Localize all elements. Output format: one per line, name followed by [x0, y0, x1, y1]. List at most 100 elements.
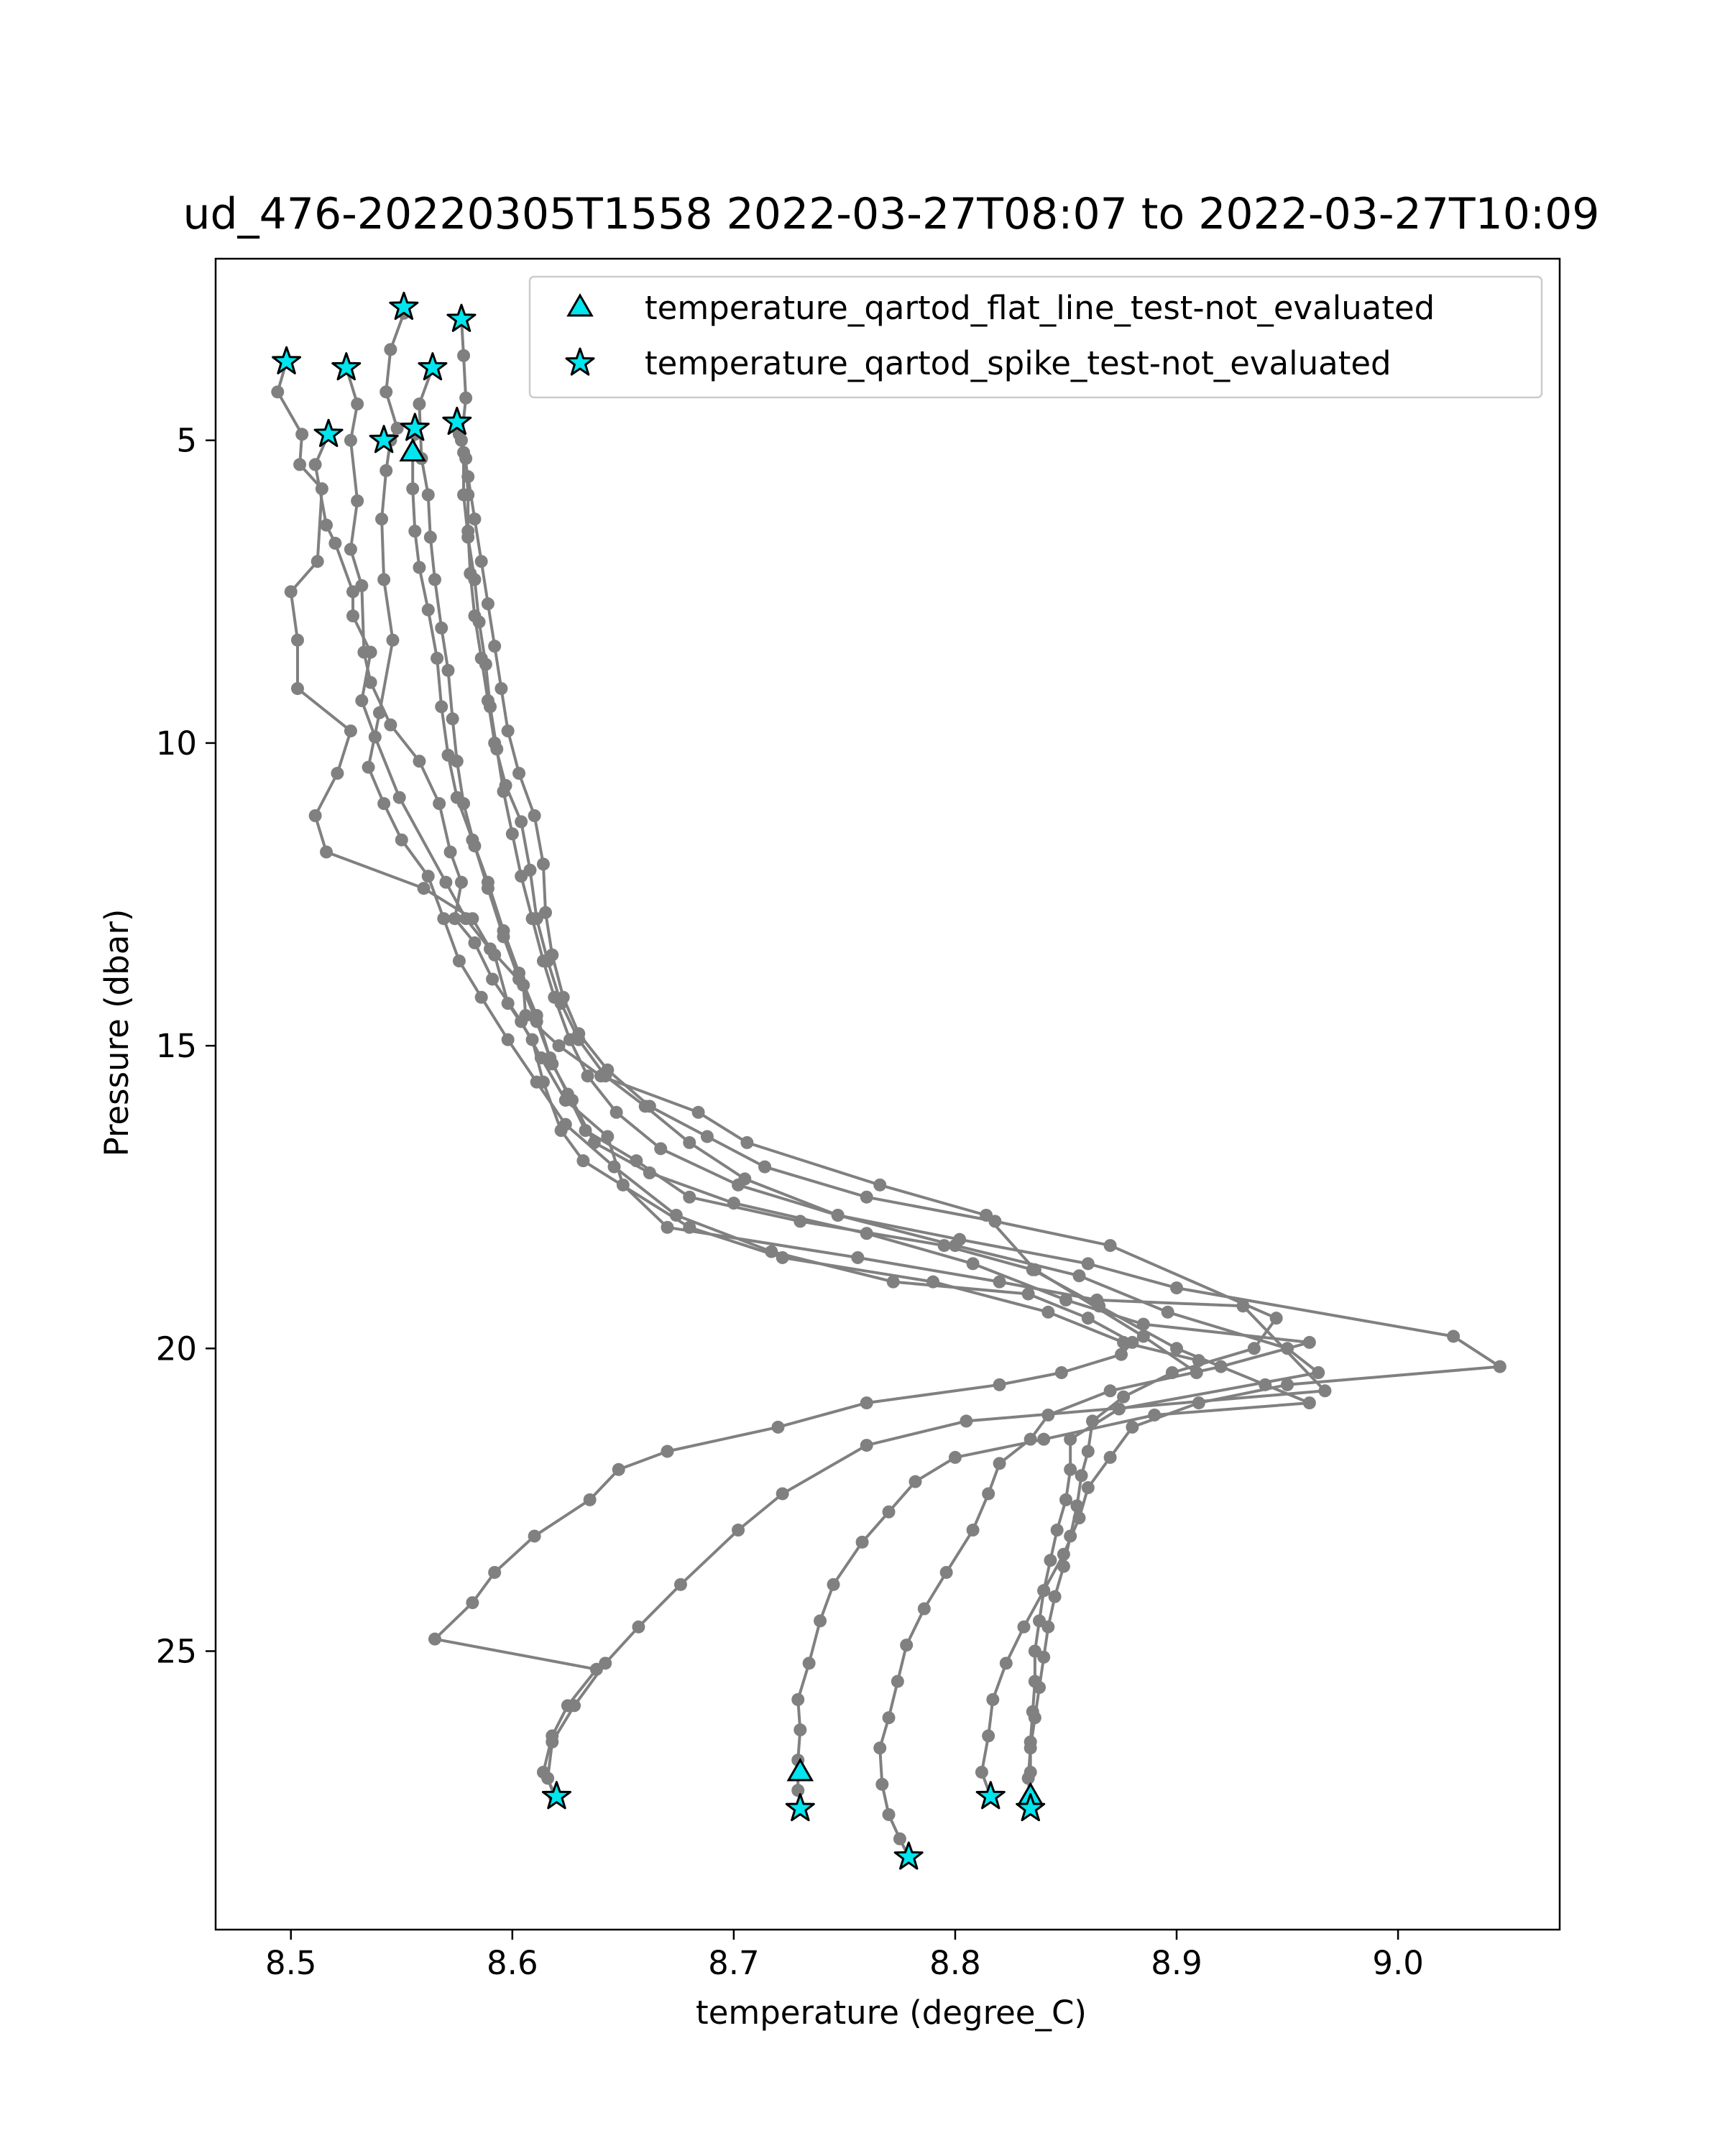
profile-point [1269, 1312, 1283, 1325]
y-tick-label: 20 [156, 1330, 197, 1368]
profile-point [583, 1493, 597, 1506]
profile-point [461, 488, 475, 502]
profile-point [891, 1674, 904, 1688]
profile-point [355, 694, 369, 707]
profile-point [308, 458, 322, 471]
profile-point [587, 1135, 601, 1149]
chart-title: ud_476-20220305T1558 2022-03-27T08:07 to… [183, 189, 1600, 239]
profile-point [437, 912, 451, 926]
profile-point [960, 1414, 973, 1428]
profile-point [1115, 1348, 1128, 1361]
profile-point [632, 1620, 645, 1634]
profile-point [1024, 1765, 1037, 1779]
profile-point [546, 1057, 559, 1071]
profile-point [1126, 1335, 1139, 1349]
profile-point [375, 512, 389, 526]
legend-triangle-marker [566, 292, 594, 317]
profile-point [683, 1135, 696, 1149]
x-tick-label: 8.9 [1151, 1944, 1202, 1982]
profile-point [1064, 1432, 1077, 1446]
profile-point [1041, 1408, 1055, 1422]
profile-point [581, 1069, 594, 1083]
x-tick-label: 8.6 [487, 1944, 538, 1982]
profile-point [468, 512, 482, 526]
profile-point [435, 700, 448, 714]
profile-point [1081, 1312, 1095, 1325]
profile-point [355, 579, 369, 592]
profile-point [331, 767, 344, 780]
profile-point [351, 494, 364, 507]
profile-point [738, 1172, 752, 1186]
legend-box [528, 275, 1543, 399]
profile-point [357, 645, 371, 659]
profile-point [794, 1723, 807, 1737]
profile-point [1026, 1705, 1039, 1718]
x-tick-label: 8.5 [265, 1944, 317, 1982]
profile-point [565, 1093, 579, 1107]
profile-point [1081, 1481, 1095, 1495]
profile-point [384, 718, 397, 732]
profile-point [377, 573, 391, 586]
profile-point [351, 397, 364, 411]
profile-point [939, 1565, 953, 1579]
profile-point [1117, 1390, 1131, 1404]
profile-point [464, 567, 477, 581]
profile-point [552, 1039, 566, 1053]
profile-point [802, 1657, 816, 1670]
profile-point [417, 882, 431, 895]
spike-test-marker [975, 1781, 1006, 1810]
profile-point [488, 948, 502, 962]
plot-frame [214, 257, 1561, 1931]
profile-point [293, 458, 307, 471]
profile-point [468, 936, 482, 949]
profile-point [1033, 1614, 1046, 1628]
profile-point [643, 1166, 656, 1180]
profile-point [758, 1160, 772, 1174]
profile-point [599, 1069, 612, 1083]
profile-point [1050, 1524, 1064, 1537]
profile-point [988, 1215, 1002, 1228]
profile-point [534, 1051, 548, 1064]
profile-point [486, 972, 500, 986]
profile-point [1070, 1499, 1084, 1513]
profile-point [860, 1190, 873, 1204]
y-tick-label: 15 [156, 1027, 197, 1065]
profile-point [1081, 1257, 1095, 1271]
profile-point [1057, 1560, 1070, 1573]
spike-test-marker [785, 1793, 815, 1822]
profile-point [450, 755, 464, 768]
profile-point [610, 1105, 623, 1119]
profile-point [1312, 1366, 1325, 1379]
profile-point [558, 1118, 572, 1131]
profile-point [765, 1245, 778, 1258]
profile-point [512, 972, 526, 986]
profile-point [900, 1639, 914, 1652]
profile-point [284, 585, 298, 599]
profile-point [344, 543, 357, 556]
profile-point [683, 1190, 696, 1204]
profile-point [1017, 1620, 1031, 1634]
profile-point [452, 954, 466, 968]
profile-point [948, 1239, 962, 1253]
profile-point [344, 724, 357, 738]
profile-point [1170, 1342, 1184, 1355]
profile-point [1037, 1432, 1051, 1446]
profile-point [481, 882, 494, 895]
profile-point [982, 1487, 995, 1501]
profile-line-4 [367, 313, 1134, 1797]
profile-point [1170, 1281, 1184, 1295]
profile-point [732, 1524, 745, 1537]
x-axis-label: temperature (degree_C) [696, 1994, 1087, 2032]
profile-point [431, 651, 444, 665]
profile-point [1136, 1317, 1150, 1331]
profile-point [346, 609, 360, 623]
profile-point [993, 1378, 1006, 1391]
profile-point [882, 1505, 896, 1519]
spike-test-marker [272, 346, 302, 374]
profile-point [1028, 1674, 1041, 1688]
y-tick-label: 10 [156, 724, 197, 763]
profile-point [727, 1197, 740, 1210]
profile-point [481, 597, 494, 611]
profile-point [384, 343, 397, 356]
profile-point [481, 694, 494, 707]
